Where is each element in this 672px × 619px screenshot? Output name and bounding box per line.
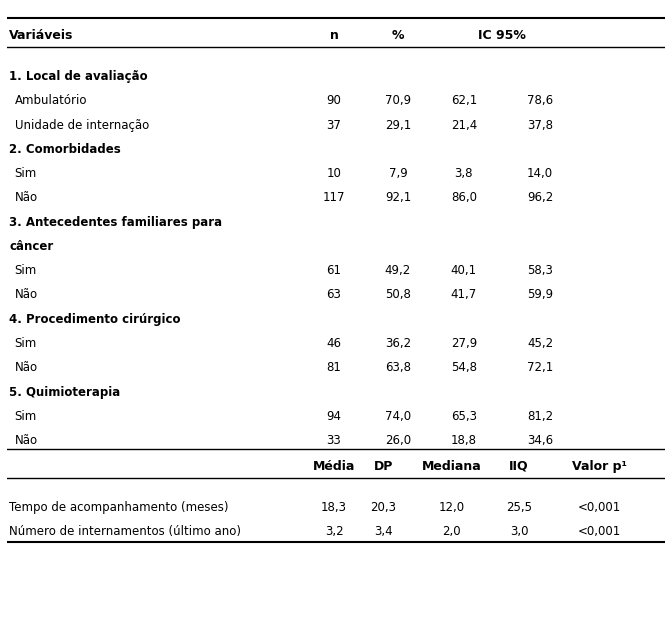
Text: Valor p¹: Valor p¹ [572, 459, 627, 472]
Text: 72,1: 72,1 [527, 361, 553, 374]
Text: 78,6: 78,6 [527, 94, 553, 107]
Text: 41,7: 41,7 [451, 288, 477, 301]
Text: 94: 94 [327, 410, 341, 423]
Text: 4. Procedimento cirúrgico: 4. Procedimento cirúrgico [9, 313, 181, 326]
Text: 92,1: 92,1 [385, 191, 411, 204]
Text: 63: 63 [327, 288, 341, 301]
Text: 65,3: 65,3 [451, 410, 476, 423]
Text: 37,8: 37,8 [527, 119, 553, 132]
Text: 2,0: 2,0 [443, 525, 461, 538]
Text: Sim: Sim [15, 337, 37, 350]
Text: 5. Quimioterapia: 5. Quimioterapia [9, 386, 120, 399]
Text: 1. Local de avaliação: 1. Local de avaliação [9, 70, 148, 83]
Text: Variáveis: Variáveis [9, 29, 74, 42]
Text: 12,0: 12,0 [439, 501, 465, 514]
Text: IC 95%: IC 95% [478, 29, 526, 42]
Text: Ambulatório: Ambulatório [15, 94, 87, 107]
Text: Tempo de acompanhamento (meses): Tempo de acompanhamento (meses) [9, 501, 229, 514]
Text: 63,8: 63,8 [385, 361, 411, 374]
Text: 10: 10 [327, 167, 341, 180]
Text: Sim: Sim [15, 410, 37, 423]
Text: 86,0: 86,0 [451, 191, 476, 204]
Text: 117: 117 [323, 191, 345, 204]
Text: 59,9: 59,9 [527, 288, 553, 301]
Text: 58,3: 58,3 [528, 264, 553, 277]
Text: Não: Não [15, 191, 38, 204]
Text: 61: 61 [327, 264, 341, 277]
Text: 81,2: 81,2 [527, 410, 553, 423]
Text: Número de internamentos (último ano): Número de internamentos (último ano) [9, 525, 241, 538]
Text: 2. Comorbidades: 2. Comorbidades [9, 143, 121, 156]
Text: 34,6: 34,6 [527, 434, 553, 447]
Text: 37: 37 [327, 119, 341, 132]
Text: 46: 46 [327, 337, 341, 350]
Text: Média: Média [313, 459, 355, 472]
Text: 74,0: 74,0 [385, 410, 411, 423]
Text: <0,001: <0,001 [578, 501, 621, 514]
Text: 7,9: 7,9 [388, 167, 407, 180]
Text: 3,4: 3,4 [374, 525, 392, 538]
Text: 33: 33 [327, 434, 341, 447]
Text: Não: Não [15, 361, 38, 374]
Text: Sim: Sim [15, 167, 37, 180]
Text: 3,2: 3,2 [325, 525, 343, 538]
Text: câncer: câncer [9, 240, 54, 253]
Text: 70,9: 70,9 [385, 94, 411, 107]
Text: %: % [392, 29, 404, 42]
Text: 14,0: 14,0 [527, 167, 553, 180]
Text: 54,8: 54,8 [451, 361, 476, 374]
Text: 90: 90 [327, 94, 341, 107]
Text: 45,2: 45,2 [527, 337, 553, 350]
Text: 18,3: 18,3 [321, 501, 347, 514]
Text: 40,1: 40,1 [451, 264, 477, 277]
Text: 50,8: 50,8 [385, 288, 411, 301]
Text: Mediana: Mediana [422, 459, 482, 472]
Text: 3. Antecedentes familiares para: 3. Antecedentes familiares para [9, 215, 222, 228]
Text: DP: DP [374, 459, 393, 472]
Text: 29,1: 29,1 [385, 119, 411, 132]
Text: Unidade de internação: Unidade de internação [15, 119, 149, 132]
Text: Não: Não [15, 288, 38, 301]
Text: 36,2: 36,2 [385, 337, 411, 350]
Text: IIQ: IIQ [509, 459, 529, 472]
Text: Sim: Sim [15, 264, 37, 277]
Text: 96,2: 96,2 [527, 191, 553, 204]
Text: Não: Não [15, 434, 38, 447]
Text: 3,8: 3,8 [454, 167, 473, 180]
Text: 81: 81 [327, 361, 341, 374]
Text: 26,0: 26,0 [385, 434, 411, 447]
Text: <0,001: <0,001 [578, 525, 621, 538]
Text: 62,1: 62,1 [451, 94, 477, 107]
Text: n: n [329, 29, 339, 42]
Text: 18,8: 18,8 [451, 434, 476, 447]
Text: 21,4: 21,4 [451, 119, 477, 132]
Text: 27,9: 27,9 [451, 337, 477, 350]
Text: 25,5: 25,5 [506, 501, 532, 514]
Text: 3,0: 3,0 [510, 525, 528, 538]
Text: 20,3: 20,3 [370, 501, 396, 514]
Text: 49,2: 49,2 [385, 264, 411, 277]
